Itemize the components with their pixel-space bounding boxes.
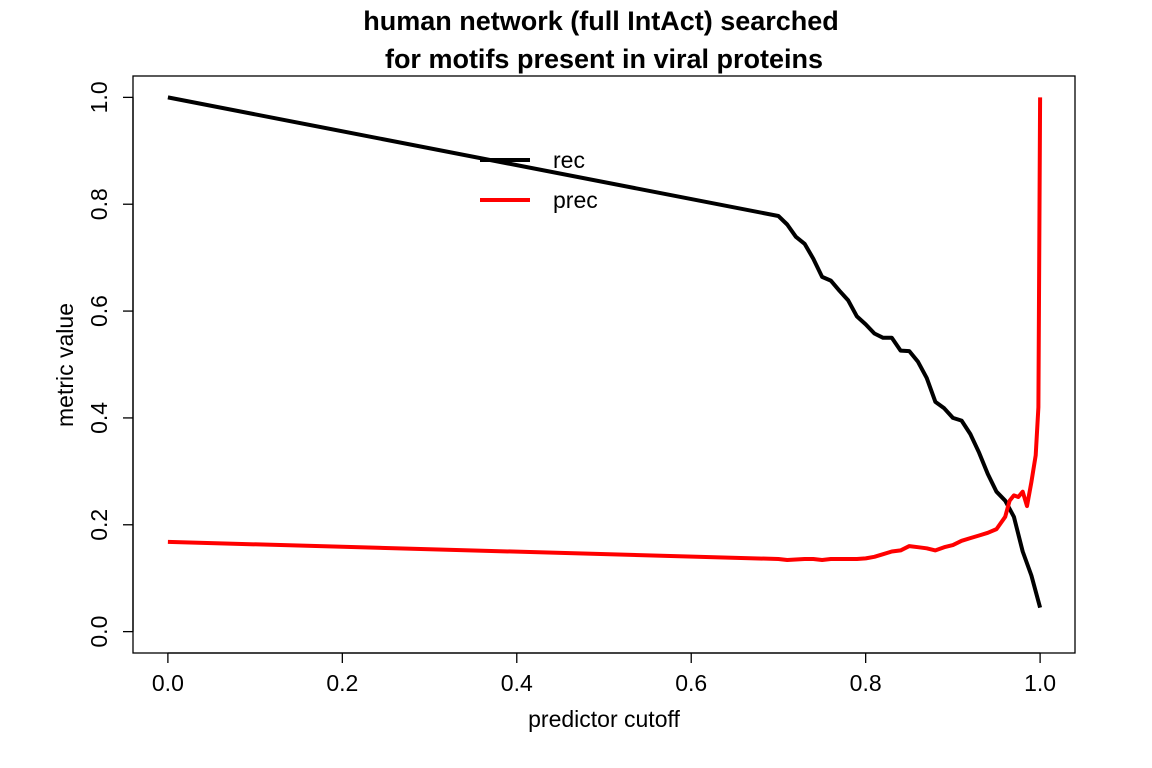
y-axis: 0.0 0.2 0.4 0.6 0.8 1.0 [86,81,134,648]
y-tick-label: 0.4 [86,402,112,434]
x-tick-label: 0.2 [326,670,358,696]
chart-title-line-1: human network (full IntAct) searched [363,6,839,36]
series-line-prec [167,97,1043,562]
legend: rec prec [480,147,598,213]
chart-title: human network (full IntAct) searched for… [363,6,839,74]
chart-title-line-2: for motifs present in viral proteins [385,44,823,74]
series-layer [167,95,1043,609]
y-tick-label: 0.8 [86,188,112,220]
x-tick-label: 0.8 [850,670,882,696]
y-axis-label: metric value [52,303,78,427]
x-tick-label: 0.6 [675,670,707,696]
y-tick-label: 1.0 [86,81,112,113]
x-tick-label: 0.0 [152,670,184,696]
y-tick-label: 0.2 [86,509,112,541]
y-tick-label: 0.6 [86,295,112,327]
x-tick-label: 0.4 [501,670,533,696]
plot-frame [132,75,1076,654]
legend-label-rec: rec [553,147,585,173]
y-tick-label: 0.0 [86,616,112,648]
x-axis-label: predictor cutoff [528,706,680,732]
x-tick-label: 1.0 [1024,670,1056,696]
x-axis: 0.0 0.2 0.4 0.6 0.8 1.0 [152,652,1056,696]
series-line-rec [167,95,1043,609]
legend-label-prec: prec [553,187,598,213]
